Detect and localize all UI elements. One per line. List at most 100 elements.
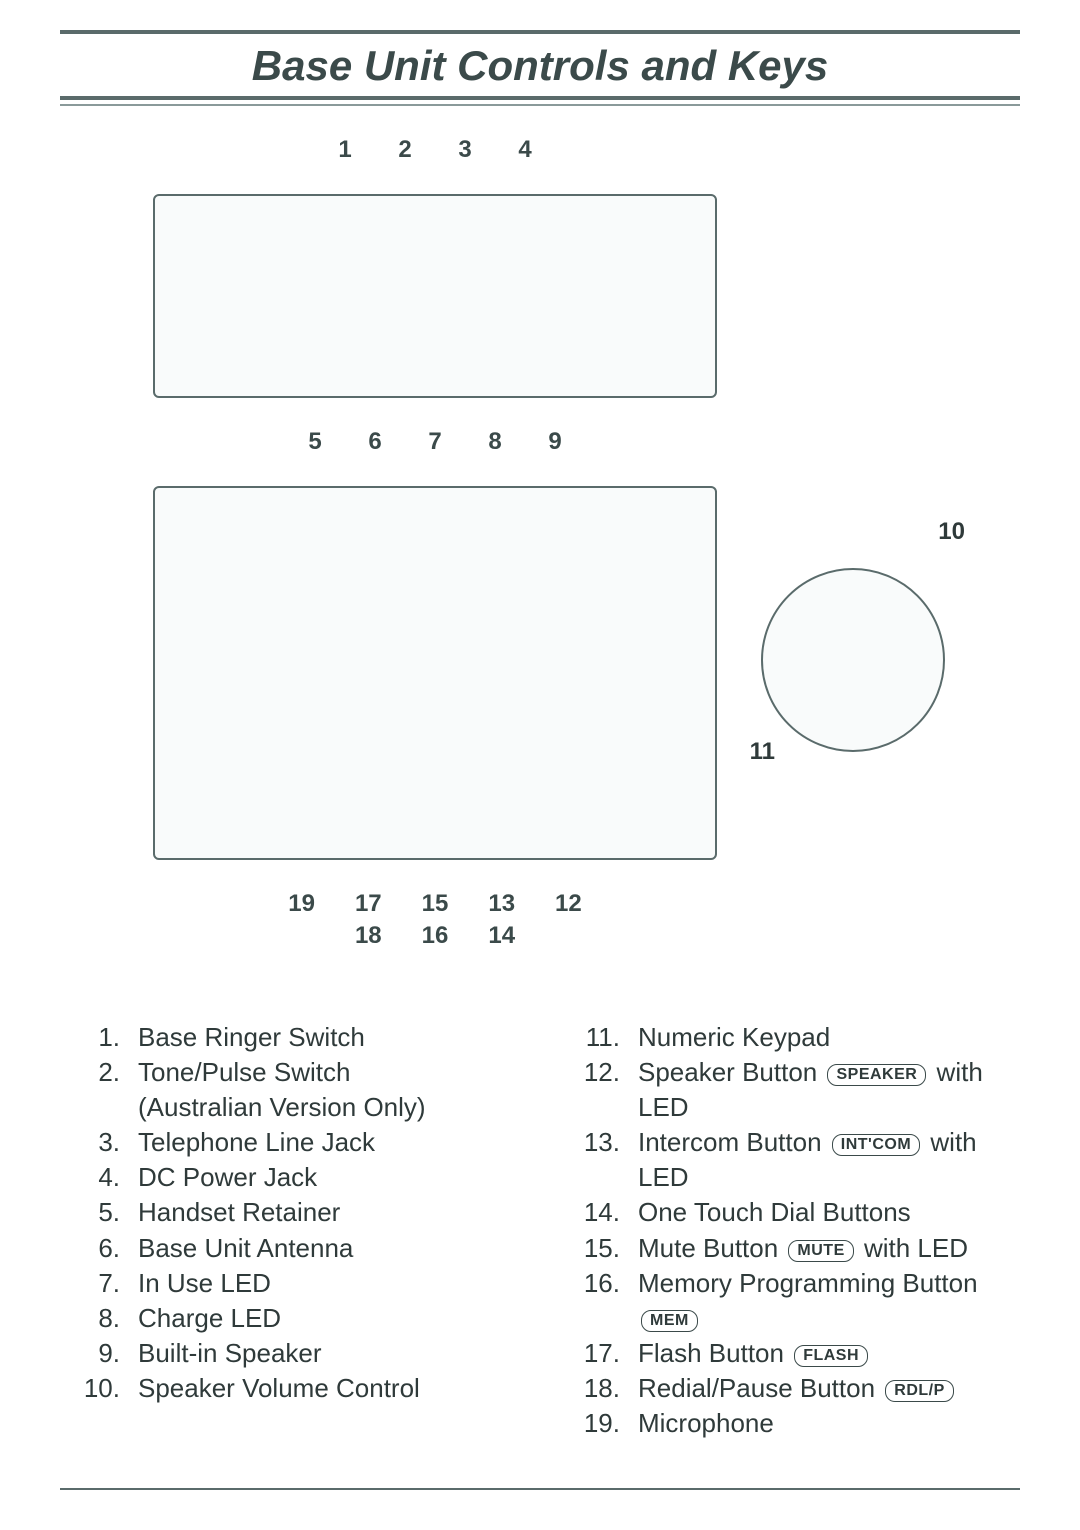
button-pill: MUTE: [788, 1240, 853, 1262]
legend-item: 4. DC Power Jack: [60, 1160, 520, 1195]
legend-label: Handset Retainer: [138, 1195, 520, 1230]
legend-num: 19.: [560, 1406, 638, 1441]
legend-item: 9. Built-in Speaker: [60, 1336, 520, 1371]
legend-label: One Touch Dial Buttons: [638, 1195, 1020, 1230]
legend-item: 3. Telephone Line Jack: [60, 1125, 520, 1160]
legend-col-left: 1. Base Ringer Switch 2. Tone/Pulse Swit…: [60, 1020, 520, 1441]
callout: 19: [288, 890, 315, 918]
callout: 10: [938, 518, 965, 546]
legend-label: DC Power Jack: [138, 1160, 520, 1195]
legend-label: Base Ringer Switch: [138, 1020, 520, 1055]
legend-num: 4.: [60, 1160, 138, 1195]
callout: 16: [422, 922, 449, 950]
legend-label: Memory Programming Button MEM: [638, 1266, 1020, 1336]
legend-item: 2. Tone/Pulse Switch: [60, 1055, 520, 1090]
legend-text: Redial/Pause Button: [638, 1373, 882, 1403]
button-pill: RDL/P: [885, 1380, 954, 1402]
legend-num: 7.: [60, 1266, 138, 1301]
legend-label: Speaker Volume Control: [138, 1371, 520, 1406]
legend-label: In Use LED: [138, 1266, 520, 1301]
legend-label: Flash Button FLASH: [638, 1336, 1020, 1371]
legend-label: Redial/Pause Button RDL/P: [638, 1371, 1020, 1406]
legend-num: 8.: [60, 1301, 138, 1336]
callout: 9: [545, 428, 565, 456]
legend-text: Memory Programming Button: [638, 1268, 978, 1298]
legend-item: 15. Mute Button MUTE with LED: [560, 1231, 1020, 1266]
legend-num: 11.: [560, 1020, 638, 1055]
button-pill: SPEAKER: [827, 1064, 926, 1086]
legend-item: 18. Redial/Pause Button RDL/P: [560, 1371, 1020, 1406]
legend-label: Mute Button MUTE with LED: [638, 1231, 1020, 1266]
callouts-bottom-2: 18 16 14: [288, 922, 582, 950]
legend-item: 13. Intercom Button INT'COM with LED: [560, 1125, 1020, 1195]
legend-label: Tone/Pulse Switch: [138, 1055, 520, 1090]
callout: 2: [395, 136, 415, 164]
legend-tail: with LED: [857, 1233, 968, 1263]
legend-num: 17.: [560, 1336, 638, 1371]
callout: 7: [425, 428, 445, 456]
legend-item: 5. Handset Retainer: [60, 1195, 520, 1230]
legend-text: Intercom Button: [638, 1127, 829, 1157]
legend-sublabel: (Australian Version Only): [60, 1090, 520, 1125]
legend-num: 1.: [60, 1020, 138, 1055]
legend-num: 14.: [560, 1195, 638, 1230]
legend-text: Flash Button: [638, 1338, 791, 1368]
legend-num: 2.: [60, 1055, 138, 1090]
legend-text: Mute Button: [638, 1233, 785, 1263]
legend-item: 8. Charge LED: [60, 1301, 520, 1336]
button-pill: MEM: [641, 1310, 698, 1332]
legend-col-right: 11. Numeric Keypad 12. Speaker Button SP…: [560, 1020, 1020, 1441]
callout: 12: [555, 890, 582, 918]
volume-detail-circle: [761, 568, 945, 752]
legend-num: 15.: [560, 1231, 638, 1266]
callout: 4: [515, 136, 535, 164]
footer-rule: [60, 1488, 1020, 1490]
legend-label: Charge LED: [138, 1301, 520, 1336]
legend-num: 9.: [60, 1336, 138, 1371]
legend-label: Intercom Button INT'COM with LED: [638, 1125, 1020, 1195]
callout: 18: [355, 922, 382, 950]
legend-label: Telephone Line Jack: [138, 1125, 520, 1160]
legend-label: Base Unit Antenna: [138, 1231, 520, 1266]
legend-item: 1. Base Ringer Switch: [60, 1020, 520, 1055]
legend-num: 18.: [560, 1371, 638, 1406]
callout: 1: [335, 136, 355, 164]
legend-num: 6.: [60, 1231, 138, 1266]
legend-item: 6. Base Unit Antenna: [60, 1231, 520, 1266]
legend-label: Numeric Keypad: [638, 1020, 1020, 1055]
legend-item: 7. In Use LED: [60, 1266, 520, 1301]
legend-num: 13.: [560, 1125, 638, 1160]
top-view-box: 10 11: [153, 486, 717, 860]
callout: 17: [355, 890, 382, 918]
legend-label: Microphone: [638, 1406, 1020, 1441]
legend-text: Speaker Button: [638, 1057, 824, 1087]
legend: 1. Base Ringer Switch 2. Tone/Pulse Swit…: [60, 1020, 1020, 1441]
legend-num: 3.: [60, 1125, 138, 1160]
legend-item: 19. Microphone: [560, 1406, 1020, 1441]
callouts-top: 1 2 3 4: [335, 136, 535, 164]
title-underline-thin: [60, 104, 1020, 106]
legend-num: 12.: [560, 1055, 638, 1090]
callout: 14: [488, 922, 515, 950]
top-rule: [60, 30, 1020, 34]
page-title: Base Unit Controls and Keys: [60, 42, 1020, 90]
legend-num: 16.: [560, 1266, 638, 1301]
callout: 15: [422, 890, 449, 918]
legend-item: 12. Speaker Button SPEAKER with LED: [560, 1055, 1020, 1125]
diagram-area: 1 2 3 4 5 6 7 8 9 10 11 19 17 15 13 12: [60, 136, 810, 950]
rear-view-box: [153, 194, 717, 398]
callout: 5: [305, 428, 325, 456]
legend-label: Speaker Button SPEAKER with LED: [638, 1055, 1020, 1125]
legend-label: Built-in Speaker: [138, 1336, 520, 1371]
legend-item: 17. Flash Button FLASH: [560, 1336, 1020, 1371]
callout: 8: [485, 428, 505, 456]
legend-num: 5.: [60, 1195, 138, 1230]
document-page: Base Unit Controls and Keys 1 2 3 4 5 6 …: [0, 0, 1080, 1530]
callouts-mid: 5 6 7 8 9: [305, 428, 565, 456]
callout: 11: [750, 738, 775, 766]
button-pill: FLASH: [794, 1345, 868, 1367]
callout: 6: [365, 428, 385, 456]
legend-num: 10.: [60, 1371, 138, 1406]
button-pill: INT'COM: [832, 1134, 920, 1156]
legend-item: 11. Numeric Keypad: [560, 1020, 1020, 1055]
